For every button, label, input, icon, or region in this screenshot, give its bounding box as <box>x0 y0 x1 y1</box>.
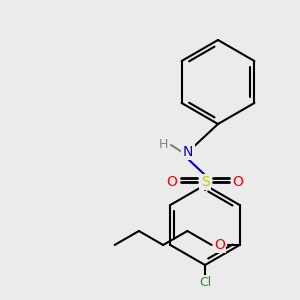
Text: Cl: Cl <box>199 277 211 290</box>
Text: O: O <box>214 238 225 252</box>
Text: S: S <box>201 175 209 189</box>
Text: H: H <box>158 139 168 152</box>
Text: O: O <box>232 175 243 189</box>
Text: O: O <box>167 175 177 189</box>
Text: N: N <box>183 145 193 159</box>
